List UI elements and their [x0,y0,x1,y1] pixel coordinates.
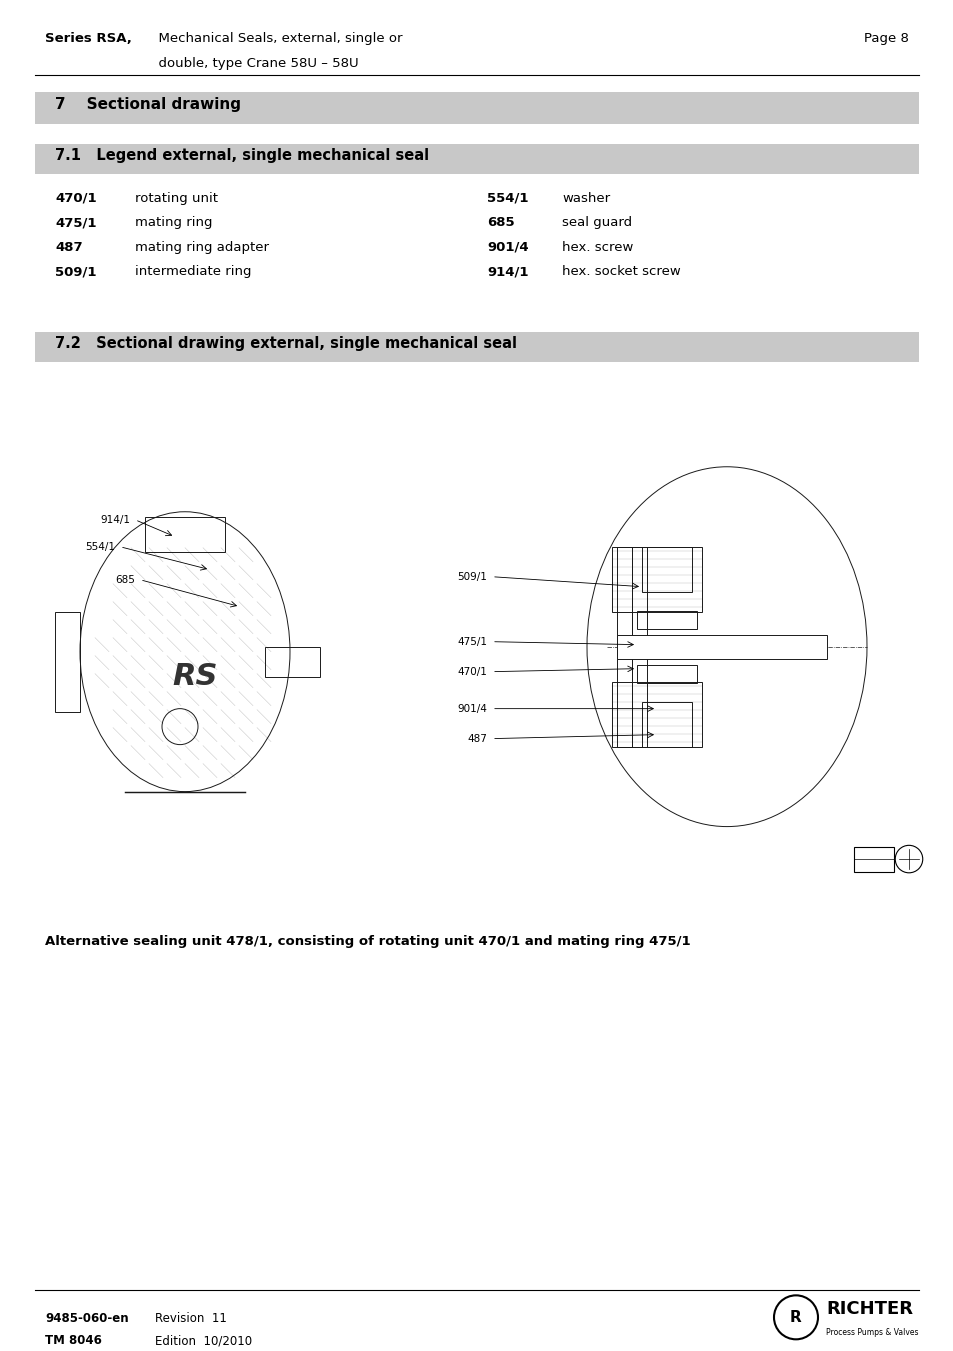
Bar [637,665,697,682]
Text: 470/1: 470/1 [456,666,486,677]
Bar [641,547,691,592]
Text: 554/1: 554/1 [85,542,115,551]
FancyBboxPatch shape [35,332,918,362]
Text: 914/1: 914/1 [100,515,130,524]
Text: 685: 685 [115,574,135,585]
Text: Alternative sealing unit 478/1, consisting of rotating unit 470/1 and mating rin: Alternative sealing unit 478/1, consisti… [45,935,690,947]
Text: double, type Crane 58U – 58U: double, type Crane 58U – 58U [150,57,358,70]
Text: intermediate ring: intermediate ring [135,265,252,278]
Bar [631,547,646,747]
Text: 470/1: 470/1 [55,192,96,205]
Text: 685: 685 [486,216,514,230]
Text: hex. screw: hex. screw [561,240,633,254]
Bar [637,611,697,628]
FancyBboxPatch shape [35,145,918,174]
Text: Mechanical Seals, external, single or: Mechanical Seals, external, single or [150,32,402,45]
Text: mating ring: mating ring [135,216,213,230]
Bar [617,635,826,659]
Text: hex. socket screw: hex. socket screw [561,265,680,278]
FancyBboxPatch shape [35,92,918,124]
Text: 901/4: 901/4 [456,704,486,713]
Text: Page 8: Page 8 [863,32,908,45]
Bar [55,612,80,712]
Text: 475/1: 475/1 [55,216,96,230]
Bar [853,847,893,871]
Text: Edition  10/2010: Edition 10/2010 [154,1335,252,1347]
Bar [612,682,701,747]
Bar [641,701,691,747]
Text: seal guard: seal guard [561,216,632,230]
Text: Process Pumps & Valves: Process Pumps & Valves [825,1328,918,1337]
Text: 9485-060-en: 9485-060-en [45,1312,129,1325]
Text: 487: 487 [55,240,83,254]
Text: mating ring adapter: mating ring adapter [135,240,269,254]
Bar [612,547,701,612]
Text: 7.1   Legend external, single mechanical seal: 7.1 Legend external, single mechanical s… [55,147,429,163]
Bar [265,647,319,677]
Text: 914/1: 914/1 [486,265,528,278]
Text: 7.2   Sectional drawing external, single mechanical seal: 7.2 Sectional drawing external, single m… [55,336,517,351]
Text: rotating unit: rotating unit [135,192,218,205]
Bar [617,547,631,747]
Text: 7    Sectional drawing: 7 Sectional drawing [55,97,241,112]
Text: 509/1: 509/1 [456,571,486,582]
Bar [145,516,225,551]
Text: 487: 487 [467,734,486,743]
Text: Revision  11: Revision 11 [154,1312,227,1325]
Text: RS: RS [172,662,217,692]
Text: Series RSA,: Series RSA, [45,32,132,45]
Text: 901/4: 901/4 [486,240,528,254]
Text: 475/1: 475/1 [456,636,486,647]
Text: TM 8046: TM 8046 [45,1335,102,1347]
Text: 554/1: 554/1 [486,192,528,205]
Text: 509/1: 509/1 [55,265,96,278]
Text: washer: washer [561,192,610,205]
Text: R: R [789,1310,801,1325]
Text: RICHTER: RICHTER [825,1301,912,1319]
